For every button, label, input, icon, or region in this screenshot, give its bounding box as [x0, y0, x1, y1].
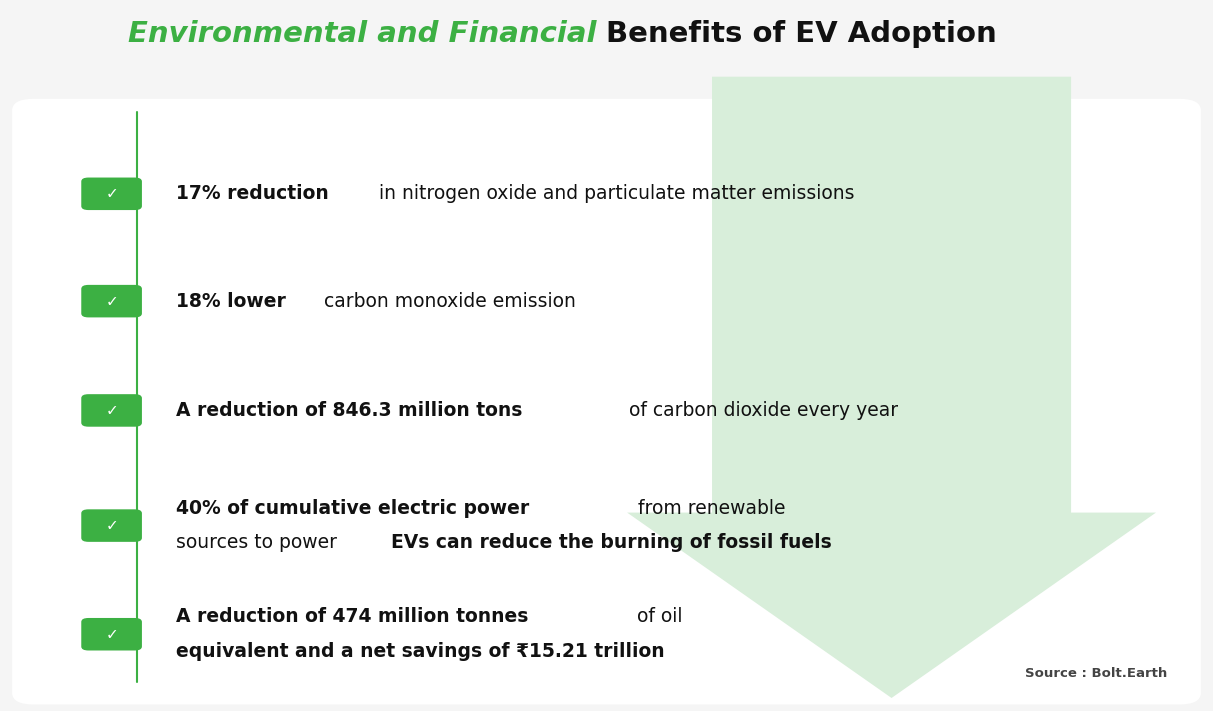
Text: Source : Bolt.Earth: Source : Bolt.Earth — [1025, 667, 1167, 680]
FancyBboxPatch shape — [12, 99, 1201, 705]
FancyBboxPatch shape — [81, 509, 142, 542]
Text: EVs can reduce the burning of fossil fuels: EVs can reduce the burning of fossil fue… — [392, 533, 832, 552]
Text: ✓: ✓ — [106, 403, 118, 418]
Text: of oil: of oil — [631, 607, 682, 626]
Text: ✓: ✓ — [106, 626, 118, 642]
Text: A reduction of 846.3 million tons: A reduction of 846.3 million tons — [176, 401, 523, 420]
Text: from renewable: from renewable — [632, 499, 785, 518]
Polygon shape — [627, 77, 1156, 698]
FancyBboxPatch shape — [81, 618, 142, 651]
Text: A reduction of 474 million tonnes: A reduction of 474 million tonnes — [176, 607, 528, 626]
Text: sources to power: sources to power — [176, 533, 343, 552]
Text: Environmental and Financial: Environmental and Financial — [127, 20, 606, 48]
Text: of carbon dioxide every year: of carbon dioxide every year — [622, 401, 898, 420]
FancyBboxPatch shape — [81, 178, 142, 210]
Text: Benefits of EV Adoption: Benefits of EV Adoption — [606, 20, 997, 48]
Text: 18% lower: 18% lower — [176, 292, 286, 311]
Text: 40% of cumulative electric power: 40% of cumulative electric power — [176, 499, 529, 518]
FancyBboxPatch shape — [81, 285, 142, 317]
Text: ✓: ✓ — [106, 186, 118, 201]
Text: ✓: ✓ — [106, 294, 118, 309]
Text: ✓: ✓ — [106, 518, 118, 533]
Text: 17% reduction: 17% reduction — [176, 184, 329, 203]
Text: carbon monoxide emission: carbon monoxide emission — [318, 292, 575, 311]
FancyBboxPatch shape — [81, 394, 142, 427]
Text: in nitrogen oxide and particulate matter emissions: in nitrogen oxide and particulate matter… — [372, 184, 854, 203]
Text: equivalent and a net savings of ₹15.21 trillion: equivalent and a net savings of ₹15.21 t… — [176, 642, 665, 661]
